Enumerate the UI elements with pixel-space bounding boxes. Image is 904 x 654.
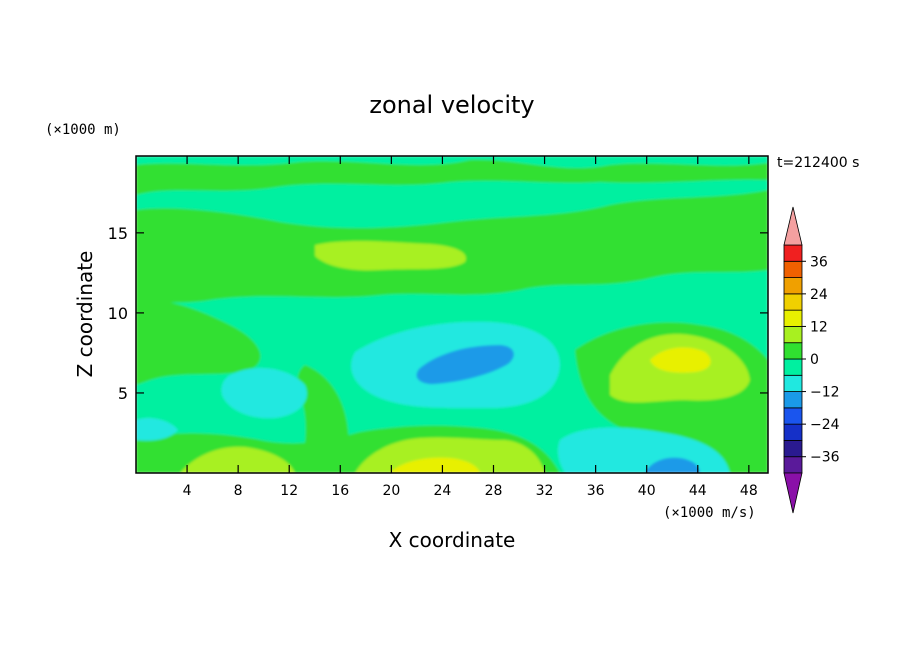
contour-left-lobe — [136, 299, 261, 385]
colorbar-tick-label: 24 — [810, 287, 828, 303]
contour-field — [136, 156, 768, 473]
x-tick-label: 24 — [434, 483, 452, 499]
contour-central-minimum — [416, 345, 514, 385]
y-tick-label: 5 — [118, 384, 128, 403]
time-label: t=212400 s — [777, 155, 859, 171]
x-ticks: 4 8 12 16 20 24 28 32 36 40 44 48 — [183, 156, 758, 499]
contour-upper-band — [136, 159, 768, 195]
colorbar-swatch — [783, 244, 803, 262]
colorbar-over-arrow — [783, 206, 803, 246]
colorbar-swatch — [783, 423, 803, 441]
colorbar: 36 24 12 0 −12 −24 −36 — [783, 206, 840, 514]
colorbar-swatch — [783, 260, 803, 278]
colorbar-swatch — [783, 358, 803, 376]
x-tick-label: 8 — [234, 483, 243, 499]
colorbar-tick-label: 0 — [810, 352, 819, 368]
y-tick-label: 10 — [108, 304, 128, 323]
x-tick-label: 32 — [536, 483, 554, 499]
colorbar-swatch — [783, 326, 803, 344]
x-tick-label: 12 — [280, 483, 298, 499]
colorbar-tick-label: −24 — [810, 417, 840, 433]
x-tick-label: 36 — [587, 483, 605, 499]
colorbar-tick-label: 12 — [810, 319, 828, 335]
contour-left-negative — [221, 367, 307, 419]
y-unit-label: (×1000 m) — [45, 122, 121, 138]
contour-bottom-positive — [355, 437, 545, 473]
y-tick-label: 15 — [108, 224, 128, 243]
colorbar-swatch — [783, 342, 803, 360]
colorbar-swatch — [783, 277, 803, 295]
x-tick-label: 48 — [740, 483, 758, 499]
contour-bottom-minimum — [645, 457, 700, 473]
x-tick-label: 44 — [689, 483, 707, 499]
y-axis-label: Z coordinate — [73, 251, 97, 378]
x-tick-label: 28 — [485, 483, 503, 499]
contour-right-maximum-core — [650, 347, 711, 373]
x-tick-label: 20 — [382, 483, 400, 499]
x-axis-label: X coordinate — [389, 528, 516, 552]
y-ticks: 5 10 15 — [108, 224, 768, 403]
contour-left-edge-negative — [136, 418, 178, 441]
contour-left-bottom-positive — [180, 446, 295, 473]
x-unit-label: (×1000 m/s) — [663, 505, 756, 521]
x-tick-label: 40 — [638, 483, 656, 499]
colorbar-swatch — [783, 440, 803, 458]
colorbar-tick-label: −36 — [810, 450, 840, 466]
colorbar-swatch — [783, 407, 803, 425]
colorbar-swatch — [783, 293, 803, 311]
x-tick-label: 4 — [183, 483, 192, 499]
colorbar-swatch — [783, 391, 803, 409]
colorbar-swatch — [783, 309, 803, 327]
chart-title: zonal velocity — [369, 91, 534, 119]
plot-frame — [135, 155, 769, 474]
colorbar-swatch — [783, 456, 803, 474]
contour-mid-band — [136, 190, 768, 305]
colorbar-swatch — [783, 374, 803, 392]
colorbar-under-arrow — [783, 472, 803, 514]
colorbar-tick-label: 36 — [810, 254, 828, 270]
contour-upper-patch — [315, 241, 466, 271]
colorbar-tick-label: −12 — [810, 385, 840, 401]
x-tick-label: 16 — [331, 483, 349, 499]
contour-bottom-core — [390, 457, 480, 473]
